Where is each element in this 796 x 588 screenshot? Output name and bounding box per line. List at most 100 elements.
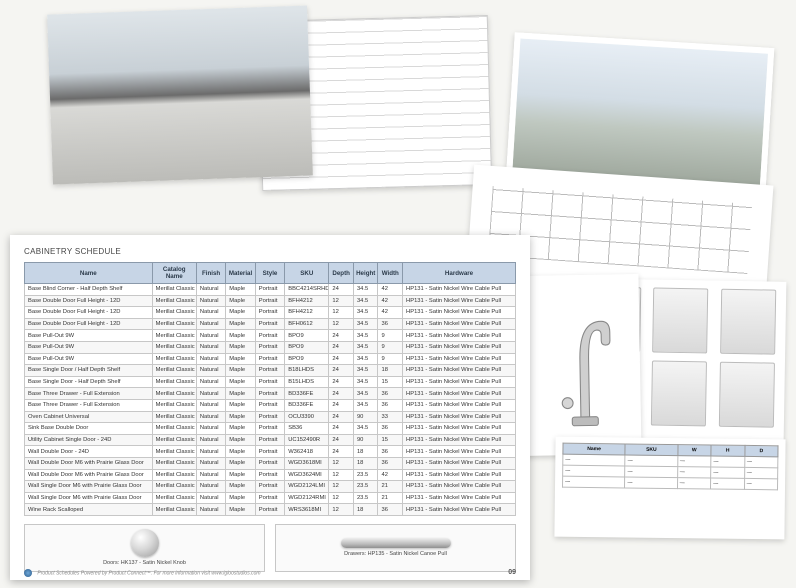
table-cell: Natural bbox=[196, 411, 225, 423]
table-cell: 9 bbox=[378, 353, 403, 365]
table-cell: Portrait bbox=[255, 457, 284, 469]
table-cell: SB36 bbox=[285, 423, 329, 435]
table-cell: Natural bbox=[196, 492, 225, 504]
table-cell: BPO9 bbox=[285, 330, 329, 342]
table-row: Wall Double Door M6 with Prairie Glass D… bbox=[25, 469, 516, 481]
table-cell: Base Three Drawer - Full Extension bbox=[25, 399, 153, 411]
table-cell: 24 bbox=[329, 411, 354, 423]
table-cell: Maple bbox=[226, 330, 255, 342]
table-cell: Merillat Classic bbox=[152, 504, 196, 516]
table-row: Wall Double Door - 24DMerillat ClassicNa… bbox=[25, 446, 516, 458]
table-cell: Natural bbox=[196, 388, 225, 400]
table-cell: 36 bbox=[378, 388, 403, 400]
cabinetry-schedule-sheet: CABINETRY SCHEDULE NameCatalog NameFinis… bbox=[10, 235, 530, 580]
table-cell: 18 bbox=[378, 365, 403, 377]
table-cell: 34.5 bbox=[353, 330, 378, 342]
table-cell: Natural bbox=[196, 446, 225, 458]
table-cell: 18 bbox=[353, 504, 378, 516]
table-cell: Base Single Door / Half Depth Shelf bbox=[25, 365, 153, 377]
table-cell: Maple bbox=[226, 504, 255, 516]
col-header: Finish bbox=[196, 263, 225, 284]
table-cell: 34.5 bbox=[353, 423, 378, 435]
table-cell: WRS3618MI bbox=[285, 504, 329, 516]
table-cell: 42 bbox=[378, 469, 403, 481]
table-cell: Natural bbox=[196, 284, 225, 296]
table-cell: 34.5 bbox=[353, 376, 378, 388]
table-row: Base Three Drawer - Full ExtensionMerill… bbox=[25, 399, 516, 411]
table-row: Wine Rack ScallopedMerillat ClassicNatur… bbox=[25, 504, 516, 516]
table-cell: HP131 - Satin Nickel Wire Cable Pull bbox=[403, 411, 516, 423]
table-cell: 36 bbox=[378, 423, 403, 435]
table-cell: 34.5 bbox=[353, 388, 378, 400]
table-cell: Utility Cabinet Single Door - 24D bbox=[25, 434, 153, 446]
table-cell: Merillat Classic bbox=[152, 318, 196, 330]
table-cell: Merillat Classic bbox=[152, 446, 196, 458]
table-cell: Merillat Classic bbox=[152, 365, 196, 377]
table-row: Wall Single Door M6 with Prairie Glass D… bbox=[25, 492, 516, 504]
table-cell: Portrait bbox=[255, 388, 284, 400]
table-cell: BPO9 bbox=[285, 341, 329, 353]
table-cell: Base Double Door Full Height - 12D bbox=[25, 318, 153, 330]
table-cell: Base Pull-Out 9W bbox=[25, 330, 153, 342]
table-cell: HP131 - Satin Nickel Wire Cable Pull bbox=[403, 457, 516, 469]
table-cell: Merillat Classic bbox=[152, 330, 196, 342]
col-header: Depth bbox=[329, 263, 354, 284]
table-cell: 42 bbox=[378, 284, 403, 296]
table-cell: HP131 - Satin Nickel Wire Cable Pull bbox=[403, 492, 516, 504]
table-cell: 21 bbox=[378, 481, 403, 493]
table-cell: 23.5 bbox=[353, 469, 378, 481]
table-cell: Maple bbox=[226, 446, 255, 458]
table-cell: 34.5 bbox=[353, 307, 378, 319]
table-cell: UC152490R bbox=[285, 434, 329, 446]
table-cell: Natural bbox=[196, 469, 225, 481]
table-cell: 18 bbox=[353, 446, 378, 458]
table-cell: 12 bbox=[329, 481, 354, 493]
hardware-card: Drawers: HP135 - Satin Nickel Canoe Pull bbox=[275, 524, 516, 572]
table-cell: Base Blind Corner - Half Depth Shelf bbox=[25, 284, 153, 296]
table-cell: Merillat Classic bbox=[152, 376, 196, 388]
table-row: Oven Cabinet UniversalMerillat ClassicNa… bbox=[25, 411, 516, 423]
table-cell: HP131 - Satin Nickel Wire Cable Pull bbox=[403, 504, 516, 516]
table-cell: HP131 - Satin Nickel Wire Cable Pull bbox=[403, 434, 516, 446]
table-cell: Natural bbox=[196, 365, 225, 377]
table-cell: Portrait bbox=[255, 284, 284, 296]
table-cell: Merillat Classic bbox=[152, 353, 196, 365]
table-row: Base Pull-Out 9WMerillat ClassicNaturalM… bbox=[25, 330, 516, 342]
table-cell: 34.5 bbox=[353, 341, 378, 353]
table-cell: HP131 - Satin Nickel Wire Cable Pull bbox=[403, 330, 516, 342]
table-cell: HP131 - Satin Nickel Wire Cable Pull bbox=[403, 353, 516, 365]
table-cell: Natural bbox=[196, 504, 225, 516]
table-cell: 90 bbox=[353, 411, 378, 423]
table-cell: Maple bbox=[226, 388, 255, 400]
col-header: Name bbox=[25, 263, 153, 284]
table-cell: BFH4212 bbox=[285, 295, 329, 307]
table-cell: Maple bbox=[226, 376, 255, 388]
table-cell: 34.5 bbox=[353, 399, 378, 411]
table-cell: HP131 - Satin Nickel Wire Cable Pull bbox=[403, 318, 516, 330]
table-cell: Natural bbox=[196, 434, 225, 446]
table-cell: Natural bbox=[196, 330, 225, 342]
sheet-title: CABINETRY SCHEDULE bbox=[24, 247, 516, 256]
table-cell: 9 bbox=[378, 330, 403, 342]
table-cell: Maple bbox=[226, 423, 255, 435]
brand-logo-icon bbox=[24, 569, 32, 577]
table-cell: BD336FE bbox=[285, 388, 329, 400]
table-cell: HP131 - Satin Nickel Wire Cable Pull bbox=[403, 284, 516, 296]
table-cell: Portrait bbox=[255, 307, 284, 319]
table-cell: Portrait bbox=[255, 469, 284, 481]
table-row: Base Single Door / Half Depth ShelfMeril… bbox=[25, 365, 516, 377]
table-cell: BD336FE bbox=[285, 399, 329, 411]
table-cell: Portrait bbox=[255, 411, 284, 423]
table-cell: Wine Rack Scalloped bbox=[25, 504, 153, 516]
table-row: Base Double Door Full Height - 12DMerill… bbox=[25, 307, 516, 319]
table-cell: HP131 - Satin Nickel Wire Cable Pull bbox=[403, 481, 516, 493]
table-cell: Wall Single Door M6 with Prairie Glass D… bbox=[25, 492, 153, 504]
table-row: Wall Single Door M6 with Prairie Glass D… bbox=[25, 481, 516, 493]
table-cell: 24 bbox=[329, 446, 354, 458]
table-cell: Merillat Classic bbox=[152, 481, 196, 493]
table-cell: Natural bbox=[196, 457, 225, 469]
table-cell: Maple bbox=[226, 307, 255, 319]
table-cell: Merillat Classic bbox=[152, 388, 196, 400]
table-cell: Natural bbox=[196, 376, 225, 388]
faucet-doc bbox=[518, 274, 641, 456]
